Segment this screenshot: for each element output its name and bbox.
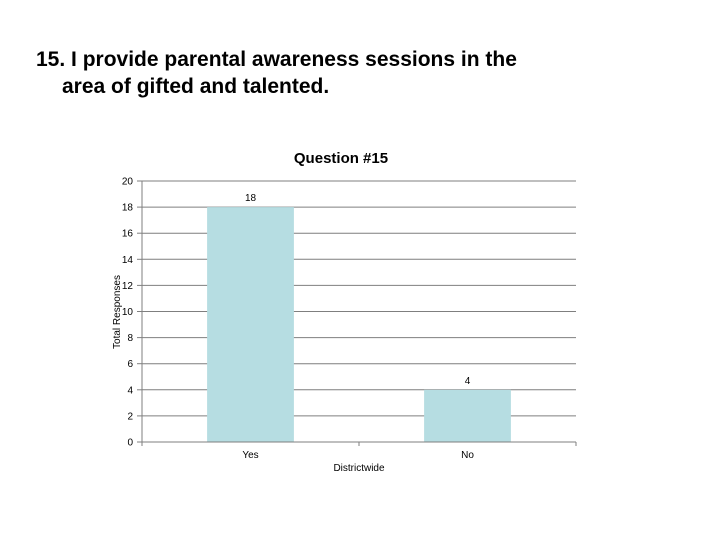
data-label: 4 xyxy=(465,376,471,387)
slide-title: 15. I provide parental awareness session… xyxy=(36,46,656,100)
bars xyxy=(207,207,511,442)
bar xyxy=(424,389,511,442)
y-tick-label: 4 xyxy=(127,385,133,396)
y-tick-labels: 0 2 4 6 8 10 12 14 16 18 20 xyxy=(122,177,142,449)
y-tick-label: 2 xyxy=(127,411,133,422)
x-category-labels: Yes No xyxy=(242,450,474,461)
y-axis-label: Total Responses xyxy=(112,275,123,349)
slide-title-line-2: area of gifted and talented. xyxy=(62,75,330,98)
y-tick-label: 10 xyxy=(122,307,134,318)
chart-title: Question #15 xyxy=(294,150,388,167)
y-tick-label: 6 xyxy=(127,359,133,370)
data-labels: 18 4 xyxy=(245,193,471,387)
y-tick-label: 20 xyxy=(122,177,134,188)
y-tick-label: 8 xyxy=(127,333,133,344)
y-tick-label: 14 xyxy=(122,255,134,266)
x-axis-label: Districtwide xyxy=(333,463,385,474)
y-tick-label: 18 xyxy=(122,203,134,214)
y-tick-label: 16 xyxy=(122,229,134,240)
x-category-label: No xyxy=(461,450,474,461)
slide-title-line-1: 15. I provide parental awareness session… xyxy=(36,48,517,71)
x-category-label: Yes xyxy=(242,450,258,461)
data-label: 18 xyxy=(245,193,257,204)
y-tick-label: 12 xyxy=(122,281,134,292)
y-tick-label: 0 xyxy=(127,438,133,449)
bar xyxy=(207,207,294,442)
